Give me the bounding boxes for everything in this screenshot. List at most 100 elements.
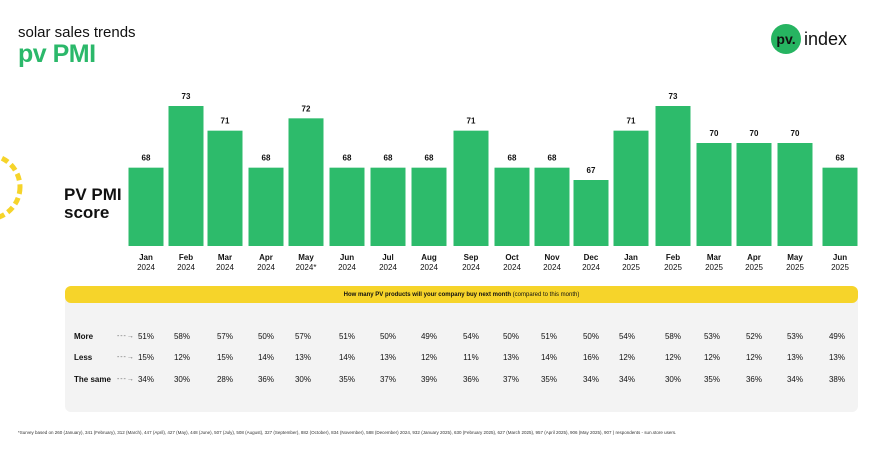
bar-value-label: 68 — [343, 154, 352, 163]
pv-index-logo: pv. index — [771, 24, 847, 54]
page-title: pv PMI — [18, 40, 96, 68]
survey-cell: 12% — [703, 353, 720, 362]
survey-cell: 14% — [540, 353, 557, 362]
bar-nov-2024 — [534, 167, 570, 246]
bar-value-label: 71 — [627, 117, 636, 126]
survey-cell: 13% — [786, 353, 803, 362]
survey-cell: 30% — [664, 375, 681, 384]
bar-jun-2025 — [822, 167, 858, 246]
bar-jun-2024 — [329, 167, 365, 246]
survey-cell: 34% — [582, 375, 599, 384]
survey-cell: 37% — [379, 375, 396, 384]
x-tick-month: Jun — [833, 253, 847, 262]
survey-row-label-more: More — [74, 332, 94, 341]
survey-cell: 50% — [582, 332, 599, 341]
survey-cell: 12% — [664, 353, 681, 362]
bar-value-label: 73 — [182, 92, 191, 101]
x-tick-month: Nov — [544, 253, 560, 262]
survey-cell: 51% — [137, 332, 154, 341]
x-tick-month: Sep — [464, 253, 479, 262]
bar-value-label: 70 — [750, 129, 759, 138]
bar-jan-2025 — [613, 130, 649, 246]
survey-cell: 51% — [338, 332, 355, 341]
bar-may-2024 — [288, 118, 324, 246]
survey-cell: 13% — [379, 353, 396, 362]
survey-cell: 15% — [216, 353, 233, 362]
x-tick-month: Jan — [139, 253, 153, 262]
score-label-line1: PV PMI — [64, 185, 122, 204]
survey-cell: 36% — [745, 375, 762, 384]
bar-apr-2025 — [736, 143, 772, 246]
x-tick-year: 2024 — [137, 263, 155, 272]
survey-cell: 12% — [745, 353, 762, 362]
survey-cell: 34% — [786, 375, 803, 384]
dashed-arrow-icon: - - - → — [117, 333, 134, 340]
survey-question: How many PV products will your company b… — [343, 291, 511, 298]
x-tick-month: Apr — [747, 253, 761, 262]
x-tick-year: 2024 — [338, 263, 356, 272]
bar-value-label: 68 — [508, 154, 517, 163]
survey-cell: 50% — [379, 332, 396, 341]
survey-cell: 14% — [257, 353, 274, 362]
x-tick-year: 2025 — [745, 263, 763, 272]
bar-apr-2024 — [248, 167, 284, 246]
survey-cell: 36% — [257, 375, 274, 384]
survey-cell: 38% — [828, 375, 845, 384]
survey-cell: 28% — [216, 375, 233, 384]
x-tick-year: 2024 — [462, 263, 480, 272]
bar-value-label: 71 — [467, 117, 476, 126]
survey-cell: 16% — [582, 353, 599, 362]
x-tick-year: 2025 — [664, 263, 682, 272]
survey-cell: 12% — [173, 353, 190, 362]
x-tick-year: 2024 — [582, 263, 600, 272]
x-tick-month: May — [787, 253, 803, 262]
pmi-bar-chart: 68Jan202473Feb202471Mar202468Apr202472Ma… — [128, 92, 858, 272]
x-tick-year: 2024 — [543, 263, 561, 272]
survey-cell: 34% — [137, 375, 154, 384]
survey-cell: 30% — [294, 375, 311, 384]
x-tick-month: Mar — [707, 253, 721, 262]
x-tick-month: Feb — [179, 253, 193, 262]
survey-cell: 58% — [664, 332, 681, 341]
bar-mar-2024 — [207, 130, 243, 246]
logo-text: index — [804, 28, 848, 49]
x-tick-month: Apr — [259, 253, 273, 262]
survey-cell: 12% — [618, 353, 635, 362]
bar-value-label: 68 — [425, 154, 434, 163]
bar-jan-2024 — [128, 167, 164, 246]
survey-cell: 30% — [173, 375, 190, 384]
bar-value-label: 71 — [221, 117, 230, 126]
x-tick-month: Dec — [584, 253, 599, 262]
x-tick-year: 2024 — [216, 263, 234, 272]
survey-cell: 34% — [618, 375, 635, 384]
survey-cell: 54% — [462, 332, 479, 341]
survey-cell: 35% — [540, 375, 557, 384]
x-tick-month: May — [298, 253, 314, 262]
page-subtitle: solar sales trends — [18, 24, 136, 41]
x-tick-month: Feb — [666, 253, 680, 262]
x-tick-month: Aug — [421, 253, 437, 262]
survey-cell: 14% — [338, 353, 355, 362]
bar-dec-2024 — [573, 180, 609, 246]
x-tick-month: Oct — [505, 253, 519, 262]
survey-row-label-the-same: The same — [74, 375, 111, 384]
bar-mar-2025 — [696, 143, 732, 246]
survey-cell: 39% — [420, 375, 437, 384]
bar-sep-2024 — [453, 130, 489, 246]
survey-cell: 50% — [257, 332, 274, 341]
x-tick-year: 2025 — [705, 263, 723, 272]
survey-cell: 13% — [502, 353, 519, 362]
survey-cell: 58% — [173, 332, 190, 341]
survey-cell: 13% — [294, 353, 311, 362]
survey-cell: 49% — [828, 332, 845, 341]
x-tick-year: 2025 — [786, 263, 804, 272]
footnote: *Survey based on 260 (January), 341 (Feb… — [18, 430, 677, 435]
bar-value-label: 68 — [548, 154, 557, 163]
survey-cell: 13% — [828, 353, 845, 362]
x-tick-year: 2024 — [177, 263, 195, 272]
bar-feb-2024 — [168, 106, 204, 246]
survey-panel — [65, 287, 858, 412]
bar-oct-2024 — [494, 167, 530, 246]
bar-jul-2024 — [370, 167, 406, 246]
x-tick-year: 2024 — [257, 263, 275, 272]
